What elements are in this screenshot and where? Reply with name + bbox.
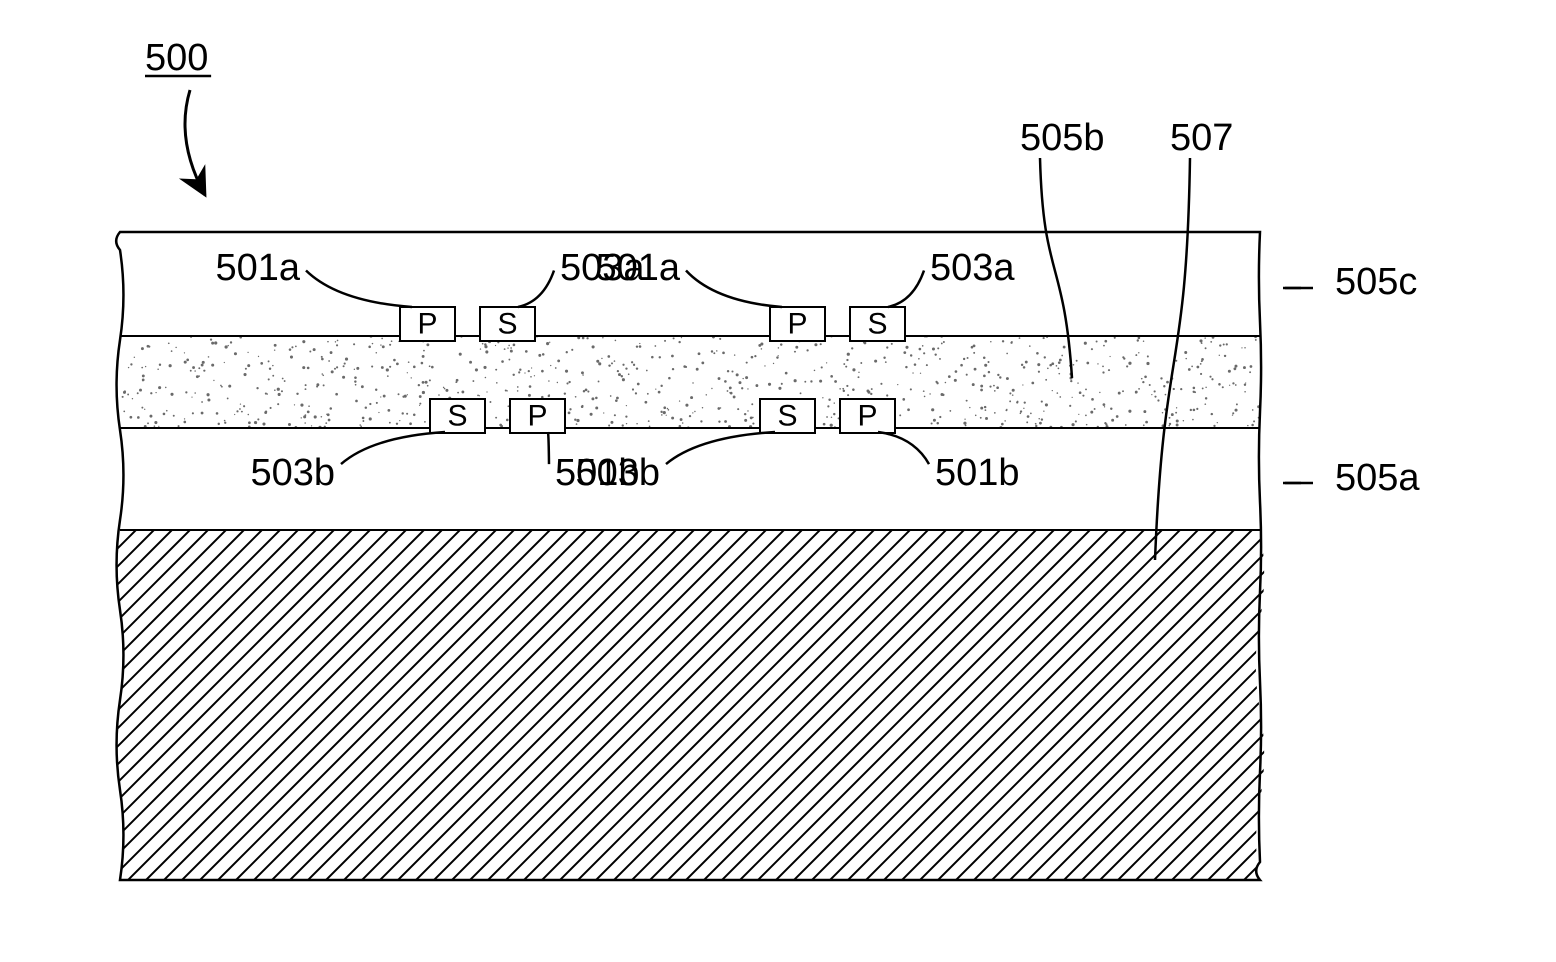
top-label: 507: [1170, 117, 1233, 159]
top-label: 505b: [1020, 117, 1105, 159]
box-letter: P: [857, 400, 877, 433]
side-label: 505a: [1335, 457, 1420, 499]
callout-label: 501a: [215, 247, 300, 289]
box-letter: S: [777, 400, 797, 433]
box-letter: P: [527, 400, 547, 433]
callout-label: 501a: [595, 247, 680, 289]
callout-label: 501b: [935, 452, 1020, 494]
figure-ref-label: 500: [145, 37, 208, 79]
box-letter: S: [867, 308, 887, 341]
side-label: 505c: [1335, 261, 1417, 303]
callout-label: 503b: [575, 452, 660, 494]
box-letter: P: [417, 308, 437, 341]
box-letter: S: [447, 400, 467, 433]
box-letter: S: [497, 308, 517, 341]
callout-label: 503a: [930, 247, 1015, 289]
box-letter: P: [787, 308, 807, 341]
callout-label: 503b: [250, 452, 335, 494]
